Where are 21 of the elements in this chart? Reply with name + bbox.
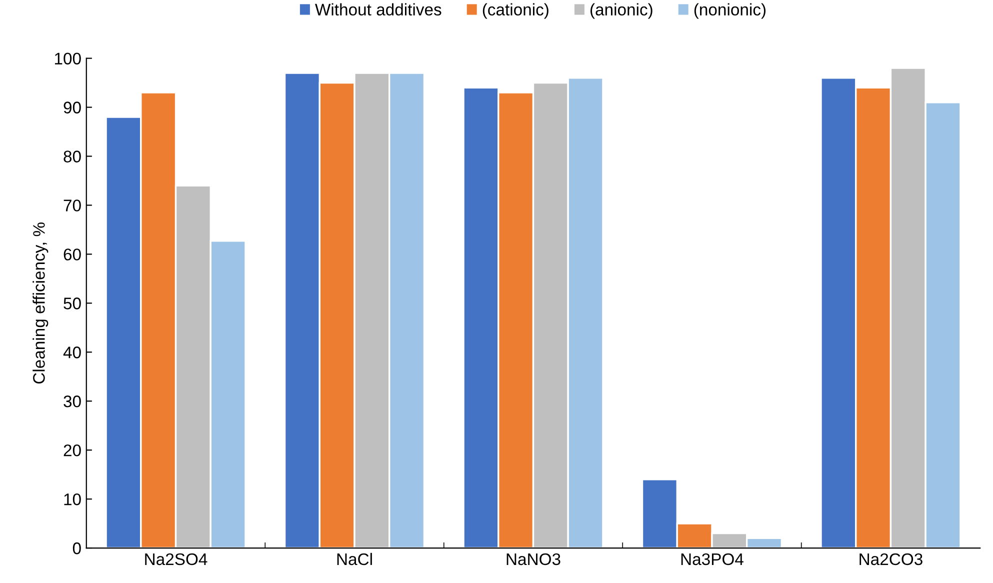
y-tick-label: 20 <box>64 444 81 456</box>
legend-label: (cationic) <box>482 3 548 19</box>
y-tick-label: 90 <box>64 102 81 114</box>
x-tick-label: Na3PO4 <box>681 553 744 566</box>
y-tick-label: 10 <box>64 493 81 506</box>
x-tick-label: Na2SO4 <box>145 553 208 566</box>
x-tick-label: NaCl <box>337 552 372 566</box>
y-tick-label: 40 <box>63 346 81 358</box>
y-tick-label: 0 <box>72 542 81 554</box>
y-axis-title: Cleaning efficiency, % <box>32 222 48 384</box>
legend-label: (nonionic) <box>694 3 766 19</box>
x-tick-label: Na2CO3 <box>860 553 922 566</box>
y-tick-label: 80 <box>64 150 81 162</box>
legend-label: Without additives <box>315 3 442 16</box>
y-tick-label: 50 <box>64 298 81 310</box>
y-tick-label: 30 <box>64 396 81 408</box>
legend-label: (anionic) <box>590 3 652 19</box>
x-tick-label: NaNO3 <box>506 553 560 566</box>
y-tick-label: 60 <box>64 248 81 260</box>
y-tick-label: 70 <box>64 200 81 212</box>
y-tick-label: 100 <box>54 52 81 65</box>
